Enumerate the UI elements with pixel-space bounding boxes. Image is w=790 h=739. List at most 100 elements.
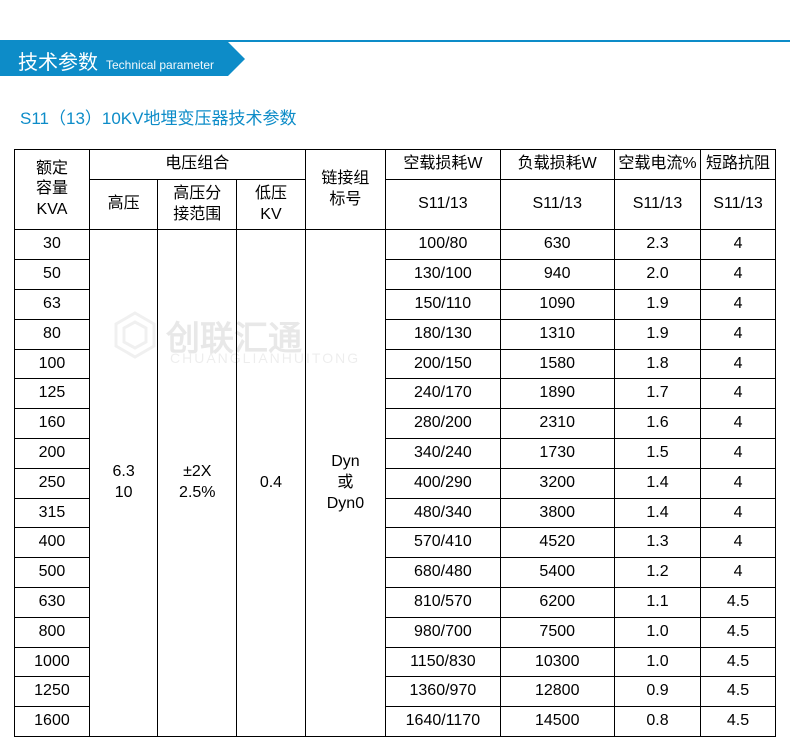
cell-merged-conn: Dyn 或 Dyn0 — [305, 230, 386, 737]
cell-noload: 180/130 — [386, 319, 500, 349]
cell-imp: 4 — [701, 230, 776, 260]
cell-curr: 2.0 — [614, 260, 700, 290]
th-connection: 链接组 标号 — [305, 150, 386, 230]
cell-load: 7500 — [500, 617, 614, 647]
cell-kva: 50 — [15, 260, 90, 290]
cell-imp: 4 — [701, 558, 776, 588]
cell-imp: 4.5 — [701, 647, 776, 677]
cell-noload: 1640/1170 — [386, 707, 500, 737]
cell-imp: 4.5 — [701, 587, 776, 617]
cell-load: 1090 — [500, 289, 614, 319]
cell-imp: 4 — [701, 468, 776, 498]
cell-imp: 4.5 — [701, 707, 776, 737]
cell-load: 14500 — [500, 707, 614, 737]
cell-imp: 4 — [701, 498, 776, 528]
cell-noload: 200/150 — [386, 349, 500, 379]
cell-curr: 2.3 — [614, 230, 700, 260]
parameter-table: 额定 容量 KVA 电压组合 链接组 标号 空载损耗W 负载损耗W 空载电流% … — [14, 149, 776, 737]
cell-merged-lv: 0.4 — [237, 230, 305, 737]
cell-kva: 250 — [15, 468, 90, 498]
th-lv: 低压 KV — [237, 179, 305, 230]
cell-kva: 200 — [15, 438, 90, 468]
cell-noload: 680/480 — [386, 558, 500, 588]
cell-curr: 1.5 — [614, 438, 700, 468]
cell-imp: 4.5 — [701, 617, 776, 647]
cell-imp: 4 — [701, 528, 776, 558]
section-header: 技术参数 Technical parameter — [0, 40, 790, 76]
cell-imp: 4 — [701, 409, 776, 439]
cell-kva: 1000 — [15, 647, 90, 677]
cell-imp: 4 — [701, 438, 776, 468]
th-kva: 额定 容量 KVA — [15, 150, 90, 230]
cell-kva: 630 — [15, 587, 90, 617]
cell-load: 1890 — [500, 379, 614, 409]
cell-load: 10300 — [500, 647, 614, 677]
cell-imp: 4 — [701, 379, 776, 409]
cell-curr: 1.9 — [614, 319, 700, 349]
cell-kva: 125 — [15, 379, 90, 409]
subtitle: S11（13）10KV地埋变压器技术参数 — [20, 104, 790, 129]
cell-noload: 280/200 — [386, 409, 500, 439]
cell-curr: 1.0 — [614, 647, 700, 677]
cell-kva: 63 — [15, 289, 90, 319]
th-curr: 空载电流% — [614, 150, 700, 180]
th-load-sub: S11/13 — [500, 179, 614, 230]
th-curr-sub: S11/13 — [614, 179, 700, 230]
cell-curr: 1.4 — [614, 468, 700, 498]
cell-load: 1730 — [500, 438, 614, 468]
table-header-row-2: 高压 高压分 接范围 低压 KV S11/13 S11/13 S11/13 S1… — [15, 179, 776, 230]
table-body: 306.3 10±2X 2.5%0.4Dyn 或 Dyn0100/806302.… — [15, 230, 776, 737]
cell-noload: 1150/830 — [386, 647, 500, 677]
cell-kva: 100 — [15, 349, 90, 379]
th-imp-sub: S11/13 — [701, 179, 776, 230]
th-noload: 空载损耗W — [386, 150, 500, 180]
cell-load: 5400 — [500, 558, 614, 588]
cell-curr: 0.9 — [614, 677, 700, 707]
cell-noload: 340/240 — [386, 438, 500, 468]
cell-noload: 150/110 — [386, 289, 500, 319]
cell-load: 1310 — [500, 319, 614, 349]
cell-kva: 1600 — [15, 707, 90, 737]
cell-load: 630 — [500, 230, 614, 260]
cell-kva: 80 — [15, 319, 90, 349]
header-tab: 技术参数 Technical parameter — [0, 42, 228, 76]
cell-load: 12800 — [500, 677, 614, 707]
cell-load: 2310 — [500, 409, 614, 439]
cell-load: 3200 — [500, 468, 614, 498]
cell-noload: 400/290 — [386, 468, 500, 498]
th-noload-sub: S11/13 — [386, 179, 500, 230]
cell-kva: 800 — [15, 617, 90, 647]
cell-curr: 1.4 — [614, 498, 700, 528]
cell-merged-tap: ±2X 2.5% — [158, 230, 237, 737]
table-row: 306.3 10±2X 2.5%0.4Dyn 或 Dyn0100/806302.… — [15, 230, 776, 260]
cell-kva: 315 — [15, 498, 90, 528]
cell-kva: 500 — [15, 558, 90, 588]
cell-curr: 1.0 — [614, 617, 700, 647]
cell-curr: 1.7 — [614, 379, 700, 409]
cell-kva: 30 — [15, 230, 90, 260]
cell-curr: 1.9 — [614, 289, 700, 319]
header-title-en: Technical parameter — [106, 58, 214, 72]
cell-curr: 1.3 — [614, 528, 700, 558]
cell-noload: 240/170 — [386, 379, 500, 409]
cell-noload: 100/80 — [386, 230, 500, 260]
cell-noload: 1360/970 — [386, 677, 500, 707]
cell-load: 940 — [500, 260, 614, 290]
cell-kva: 1250 — [15, 677, 90, 707]
cell-load: 6200 — [500, 587, 614, 617]
cell-kva: 400 — [15, 528, 90, 558]
table-header-row-1: 额定 容量 KVA 电压组合 链接组 标号 空载损耗W 负载损耗W 空载电流% … — [15, 150, 776, 180]
cell-curr: 1.8 — [614, 349, 700, 379]
cell-noload: 130/100 — [386, 260, 500, 290]
th-hv: 高压 — [89, 179, 157, 230]
parameter-table-wrap: 额定 容量 KVA 电压组合 链接组 标号 空载损耗W 负载损耗W 空载电流% … — [0, 149, 790, 737]
cell-load: 1580 — [500, 349, 614, 379]
cell-load: 4520 — [500, 528, 614, 558]
cell-imp: 4.5 — [701, 677, 776, 707]
cell-imp: 4 — [701, 349, 776, 379]
cell-curr: 1.6 — [614, 409, 700, 439]
th-load: 负载损耗W — [500, 150, 614, 180]
cell-curr: 1.2 — [614, 558, 700, 588]
cell-curr: 0.8 — [614, 707, 700, 737]
cell-curr: 1.1 — [614, 587, 700, 617]
